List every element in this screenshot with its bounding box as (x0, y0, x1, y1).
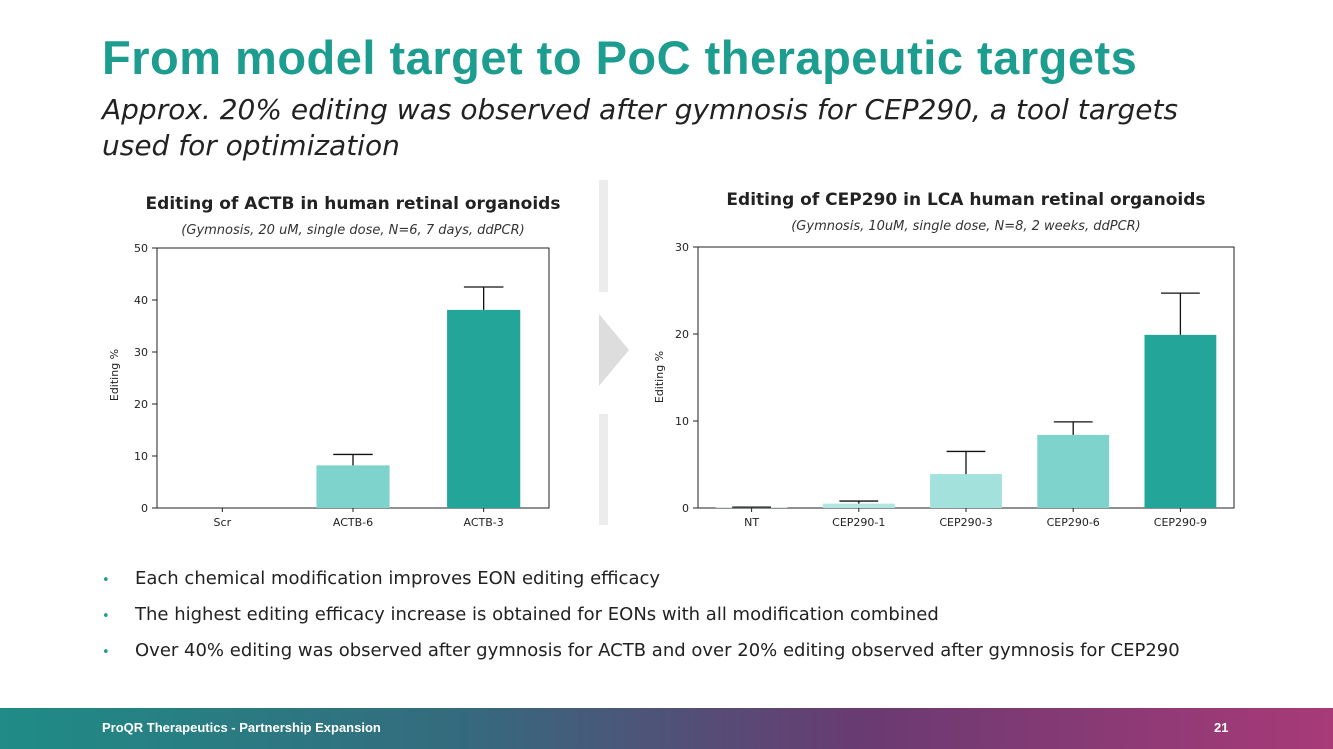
bullet-text: The highest editing efficacy increase is… (135, 604, 939, 625)
divider-bottom (599, 414, 608, 525)
x-tick-label: NT (744, 516, 759, 529)
chevron-right-icon (599, 314, 629, 386)
bullet-marker: • (102, 645, 110, 660)
y-tick-label: 30 (675, 241, 689, 254)
bar (930, 474, 1002, 508)
footer-text: ProQR Therapeutics - Partnership Expansi… (102, 720, 381, 735)
bullet-text: Each chemical modification improves EON … (135, 568, 661, 589)
chart-subtitle: (Gymnosis, 10uM, single dose, N=8, 2 wee… (791, 219, 1141, 234)
y-tick-label: 20 (134, 398, 148, 411)
cep290-editing-chart: Editing of CEP290 in LCA human retinal o… (653, 190, 1235, 529)
bar (447, 309, 521, 508)
x-tick-label: CEP290-1 (832, 516, 885, 529)
y-tick-label: 10 (675, 415, 689, 428)
x-tick-label: ACTB-6 (333, 516, 373, 529)
y-tick-label: 0 (682, 502, 689, 515)
bullet-text: Over 40% editing was observed after gymn… (135, 640, 1180, 661)
bar (1037, 434, 1110, 508)
x-tick-label: ACTB-3 (464, 516, 504, 529)
page-number: 21 (1214, 720, 1229, 735)
divider-top (599, 180, 608, 292)
bar (316, 465, 390, 508)
bullet-marker: • (102, 609, 110, 624)
bullet-item: • Over 40% editing was observed after gy… (102, 640, 1180, 676)
y-tick-label: 0 (141, 502, 148, 515)
x-tick-label: Scr (214, 516, 232, 529)
chart-title: Editing of CEP290 in LCA human retinal o… (726, 190, 1205, 210)
chart-subtitle: (Gymnosis, 20 uM, single dose, N=6, 7 da… (181, 223, 524, 238)
bullet-list: • Each chemical modification improves EO… (102, 568, 1180, 676)
slide-title: From model target to PoC therapeutic tar… (102, 31, 1138, 84)
y-tick-label: 10 (134, 450, 148, 463)
slide-subtitle: Approx. 20% editing was observed after g… (102, 93, 1179, 162)
chart-title: Editing of ACTB in human retinal organoi… (146, 194, 561, 214)
y-tick-label: 20 (675, 328, 689, 341)
bar (1144, 334, 1217, 508)
y-tick-label: 30 (134, 346, 148, 359)
y-axis-label: Editing % (653, 351, 666, 403)
y-axis-label: Editing % (108, 349, 121, 401)
x-tick-label: CEP290-6 (1047, 516, 1100, 529)
y-tick-label: 50 (134, 242, 148, 255)
bullet-item: • Each chemical modification improves EO… (102, 568, 1180, 604)
actb-editing-chart: Editing of ACTB in human retinal organoi… (108, 194, 561, 529)
x-tick-label: CEP290-3 (939, 516, 992, 529)
x-tick-label: CEP290-9 (1154, 516, 1207, 529)
bar (822, 503, 895, 508)
footer-bar: ProQR Therapeutics - Partnership Expansi… (0, 708, 1333, 749)
bullet-marker: • (102, 573, 110, 588)
bullet-item: • The highest editing efficacy increase … (102, 604, 1180, 640)
y-tick-label: 40 (134, 294, 148, 307)
